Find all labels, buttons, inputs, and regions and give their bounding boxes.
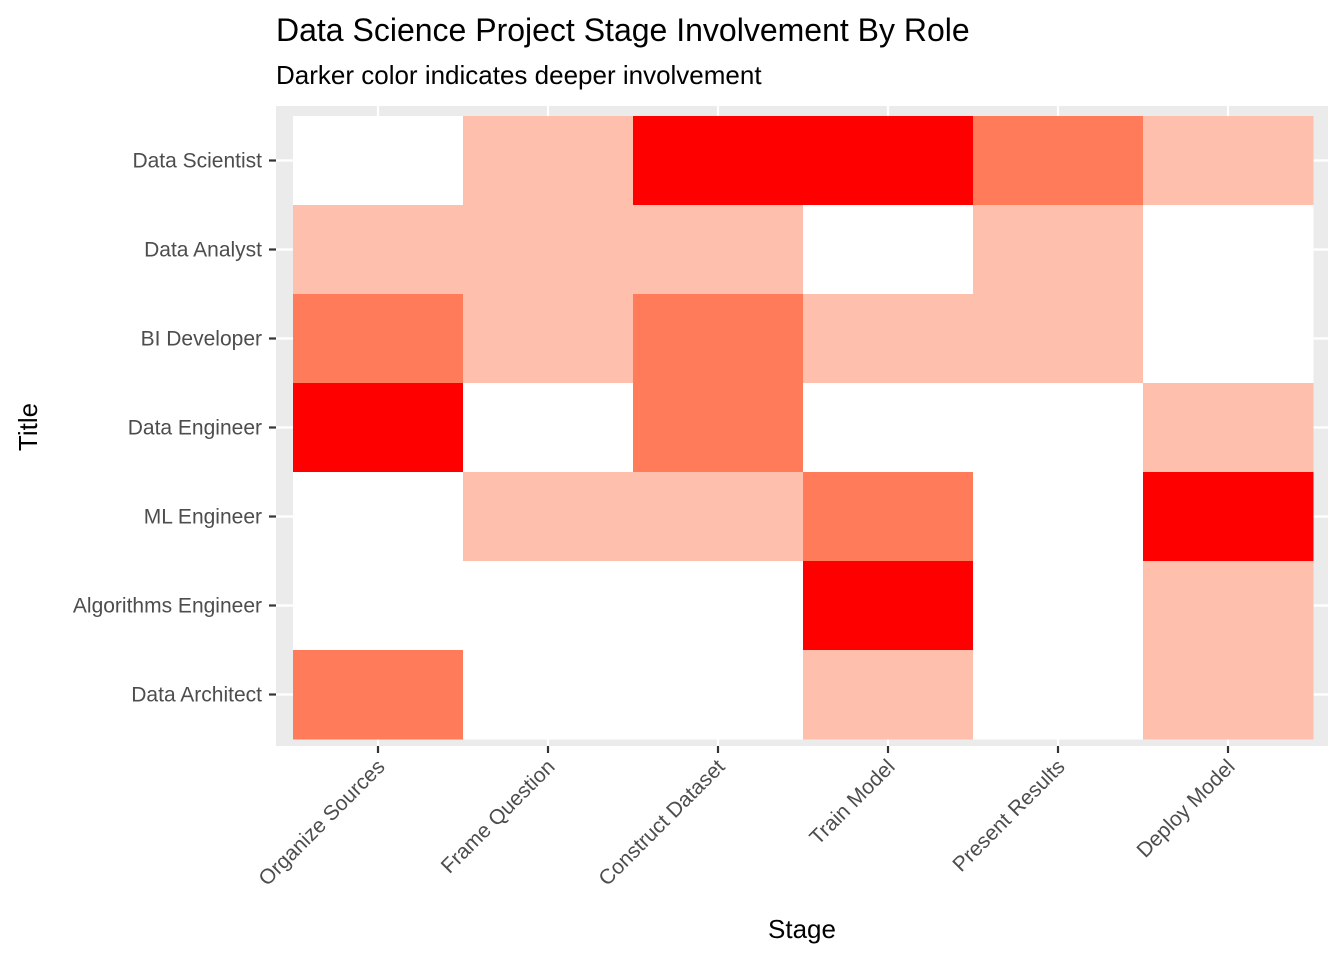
- heatmap-cell: [803, 205, 974, 295]
- chart-title: Data Science Project Stage Involvement B…: [276, 12, 970, 48]
- heatmap-cell: [803, 294, 974, 384]
- heatmap-cell: [463, 561, 634, 651]
- heatmap-cell: [1143, 561, 1314, 651]
- x-tick-label: Train Model: [805, 755, 899, 849]
- heatmap-cell: [973, 294, 1144, 384]
- y-tick-label: Data Engineer: [128, 417, 262, 440]
- heatmap-cell: [463, 294, 634, 384]
- heatmap-cell: [973, 650, 1144, 740]
- heatmap-cell: [1143, 116, 1314, 206]
- y-tick-label: Data Analyst: [144, 239, 262, 262]
- heatmap-cell: [463, 116, 634, 206]
- heatmap-cell: [803, 472, 974, 562]
- heatmap-cell: [633, 294, 804, 384]
- heatmap-cell: [293, 294, 464, 384]
- x-tick-label: Deploy Model: [1132, 755, 1239, 862]
- chart-subtitle: Darker color indicates deeper involvemen…: [276, 60, 762, 90]
- heatmap-cell: [1143, 472, 1314, 562]
- heatmap-cell: [973, 116, 1144, 206]
- heatmap-cell: [293, 650, 464, 740]
- x-tick-label: Frame Question: [437, 755, 560, 878]
- heatmap-cell: [973, 561, 1144, 651]
- y-tick-label: BI Developer: [141, 328, 262, 351]
- heatmap-cell: [463, 472, 634, 562]
- heatmap-cell: [293, 205, 464, 295]
- heatmap-cell: [633, 561, 804, 651]
- y-tick-label: ML Engineer: [144, 506, 262, 529]
- heatmap-cell: [633, 472, 804, 562]
- y-tick-label: Algorithms Engineer: [73, 595, 262, 618]
- heatmap-cell: [803, 650, 974, 740]
- heatmap-cell: [463, 383, 634, 473]
- heatmap-cell: [293, 116, 464, 206]
- heatmap-cell: [293, 383, 464, 473]
- heatmap-cell: [633, 650, 804, 740]
- x-tick-label: Present Results: [948, 755, 1069, 876]
- heatmap-cell: [973, 205, 1144, 295]
- heatmap-cell: [803, 561, 974, 651]
- x-axis: Organize Sources Frame Question Construct …: [254, 746, 1240, 890]
- heatmap-cell: [293, 472, 464, 562]
- y-axis-title: Title: [13, 403, 43, 451]
- heatmap-cell: [293, 561, 464, 651]
- heatmap-cell: [803, 116, 974, 206]
- heatmap-cell: [973, 383, 1144, 473]
- y-tick-label: Data Scientist: [132, 150, 262, 173]
- x-axis-title: Stage: [768, 914, 836, 944]
- heatmap-cell: [633, 383, 804, 473]
- heatmap-cells: [293, 116, 1314, 740]
- y-axis: Data Scientist Data Analyst BI Developer Da…: [73, 150, 276, 707]
- heatmap-cell: [1143, 650, 1314, 740]
- heatmap-cell: [1143, 205, 1314, 295]
- heatmap-cell: [633, 205, 804, 295]
- heatmap-cell: [973, 472, 1144, 562]
- heatmap-cell: [803, 383, 974, 473]
- heatmap-cell: [463, 205, 634, 295]
- heatmap-cell: [633, 116, 804, 206]
- heatmap-cell: [1143, 294, 1314, 384]
- x-tick-label: Construct Dataset: [594, 755, 729, 890]
- heatmap-cell: [1143, 383, 1314, 473]
- heatmap-cell: [463, 650, 634, 740]
- y-tick-label: Data Architect: [131, 684, 262, 707]
- x-tick-label: Organize Sources: [254, 755, 389, 890]
